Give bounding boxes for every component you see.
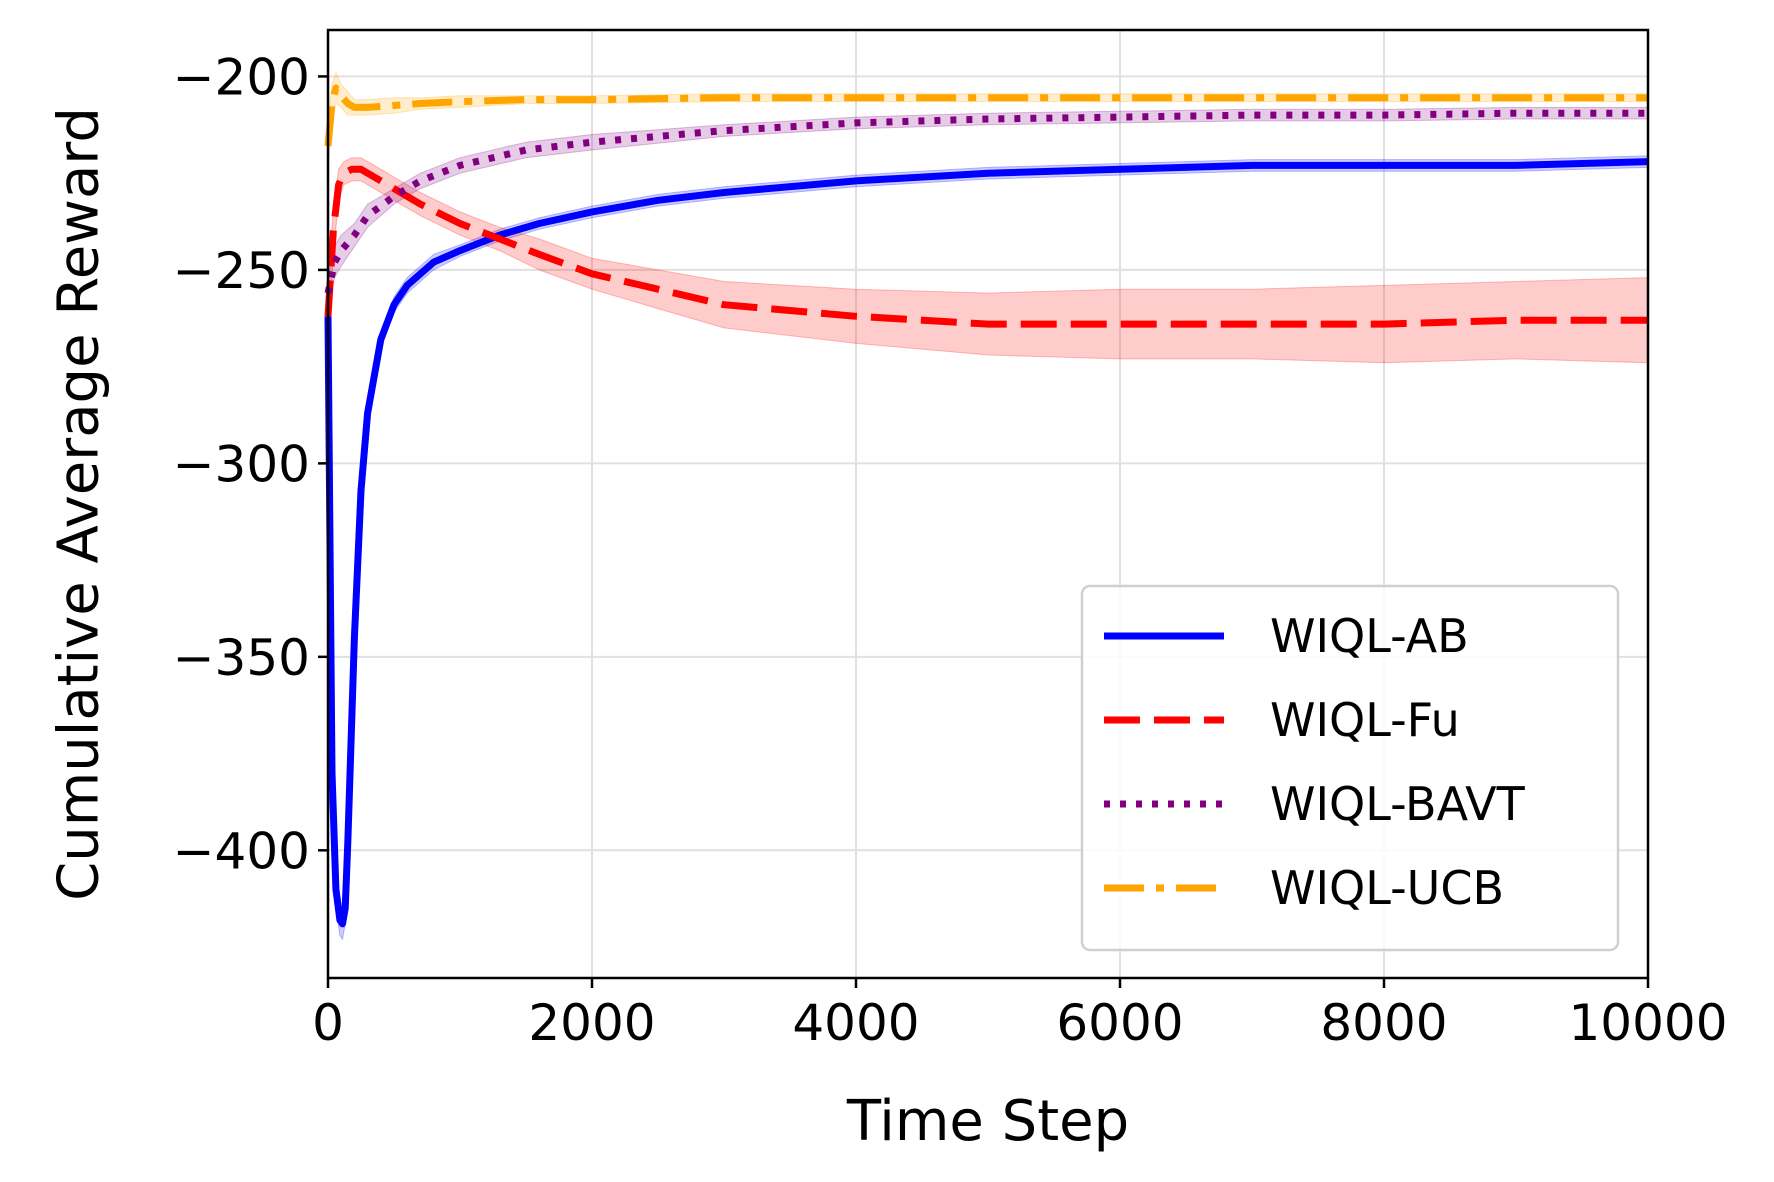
y-tick-label: −400 [173, 822, 310, 880]
y-tick-label: −300 [173, 435, 310, 493]
axis-ticks: 0 2000 4000 6000 8000 10000 −200 −250 −300 −350 −4… [173, 48, 1728, 1052]
x-axis-title: Time Step [846, 1089, 1129, 1154]
x-tick-label: 0 [312, 994, 344, 1052]
x-tick-label: 4000 [792, 994, 919, 1052]
x-tick-label: 6000 [1056, 994, 1183, 1052]
legend-label: WIQL-AB [1270, 609, 1469, 663]
legend-label: WIQL-BAVT [1270, 777, 1526, 831]
series-line-wiql-bavt [324, 109, 1648, 294]
y-tick-label: −250 [173, 242, 310, 300]
series-line-wiql-ucb [324, 84, 1648, 147]
y-tick-label: −200 [173, 48, 310, 106]
legend: WIQL-AB WIQL-Fu WIQL-BAVT WIQL-UCB [1080, 584, 1620, 952]
x-tick-label: 10000 [1568, 994, 1727, 1052]
y-axis-title: Cumulative Average Reward [47, 107, 112, 901]
series-lines [324, 84, 1649, 928]
series-line-wiql-fu [324, 165, 1648, 328]
y-tick-label: −350 [173, 629, 310, 687]
x-tick-label: 8000 [1320, 994, 1447, 1052]
plot-frame [326, 28, 1650, 980]
series-line-wiql-ab [324, 158, 1649, 928]
x-tick-label: 2000 [528, 994, 655, 1052]
legend-label: WIQL-Fu [1270, 693, 1460, 747]
legend-label: WIQL-UCB [1270, 861, 1504, 915]
legend-frame [1080, 584, 1620, 952]
